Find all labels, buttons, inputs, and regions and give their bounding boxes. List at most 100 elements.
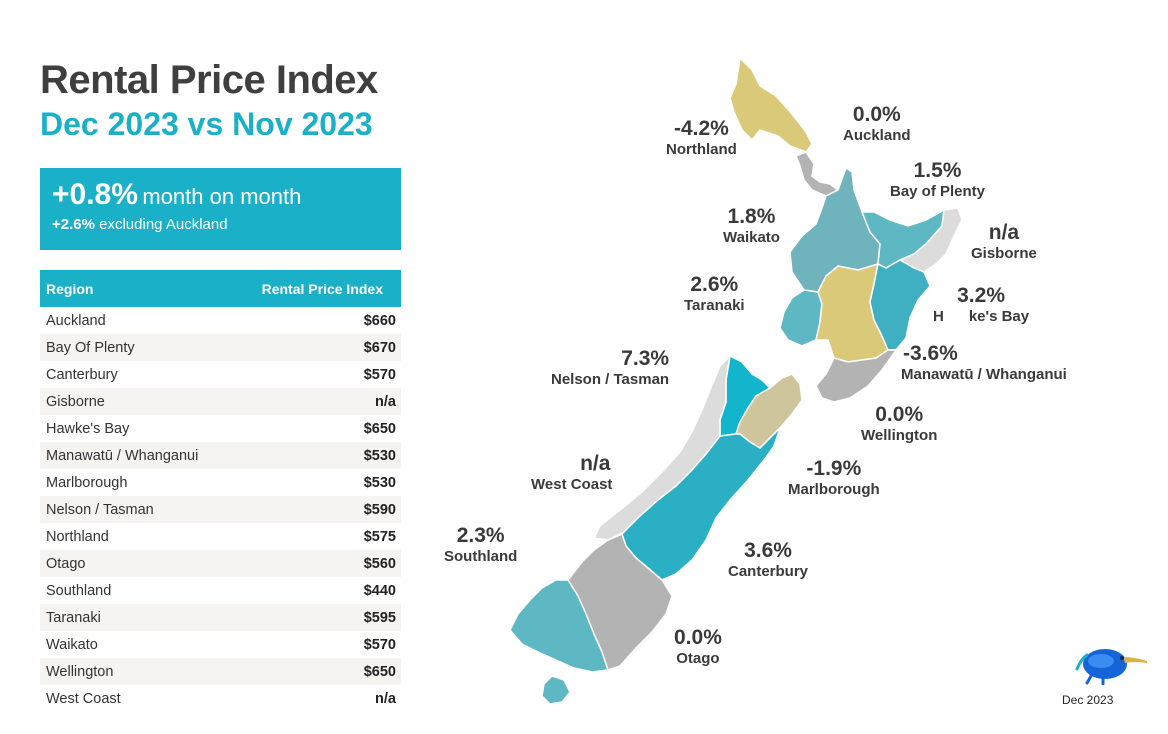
label-otago-pct: 0.0%: [674, 626, 722, 649]
label-manawatu-pct: -3.6%: [903, 342, 958, 365]
region-cell: Hawke's Bay: [46, 420, 130, 437]
headline-text: month on month: [142, 184, 302, 209]
label-wellington: 0.0% Wellington: [861, 404, 937, 443]
rental-index-table: Region Rental Price Index Auckland $660 B…: [40, 270, 401, 712]
region-taranaki[interactable]: [779, 289, 823, 347]
table-body: Auckland $660 Bay Of Plenty $670 Canterbur…: [40, 307, 401, 712]
value-cell: $570: [363, 636, 396, 653]
label-auckland: 0.0% Auckland: [843, 104, 911, 143]
table-row: Northland $575: [40, 523, 401, 550]
table-row: Bay Of Plenty $670: [40, 334, 401, 361]
region-cell: Otago: [46, 555, 86, 572]
table-row: Gisborne n/a: [40, 388, 401, 415]
label-otago: 0.0% Otago: [674, 627, 722, 666]
label-west-coast-pct: n/a: [580, 452, 611, 475]
headline-line: +0.8% month on month: [52, 178, 401, 212]
label-waikato: 1.8% Waikato: [723, 206, 780, 245]
value-cell: $440: [363, 582, 396, 599]
label-nelson-pct: 7.3%: [621, 347, 670, 370]
label-gisborne-pct: n/a: [988, 221, 1020, 244]
label-taranaki-name: Taranaki: [684, 297, 745, 314]
region-hawkes-bay[interactable]: [869, 259, 931, 351]
table-row: Otago $560: [40, 550, 401, 577]
region-auckland[interactable]: [795, 151, 840, 197]
column-header-index: Rental Price Index: [261, 280, 383, 297]
region-cell: Taranaki: [46, 609, 101, 626]
region-cell: Auckland: [46, 312, 106, 329]
region-cell: Northland: [46, 528, 109, 545]
region-cell: Waikato: [46, 636, 98, 653]
table-row: Southland $440: [40, 577, 401, 604]
label-southland-name: Southland: [444, 548, 518, 565]
label-hawkes-bay: 3.2% H ke's Bay: [933, 285, 1029, 324]
label-gisborne-name: Gisborne: [971, 245, 1037, 262]
label-wellington-name: Wellington: [861, 427, 938, 444]
region-wellington[interactable]: [815, 349, 898, 403]
region-southland[interactable]: [509, 579, 610, 673]
summary-banner: +0.8% month on month +2.6% excluding Auc…: [40, 168, 401, 250]
table-row: Manawatū / Whanganui $530: [40, 442, 401, 469]
footer-date: Dec 2023: [1062, 693, 1114, 707]
label-west-coast: n/a West Coast: [531, 453, 612, 492]
label-marlborough-pct: -1.9%: [806, 457, 862, 480]
page-title: Rental Price Index: [40, 58, 378, 102]
label-west-coast-name: West Coast: [531, 476, 613, 493]
column-header-region: Region: [46, 280, 94, 297]
headline-value: +0.8%: [52, 178, 138, 211]
value-cell: $595: [363, 609, 396, 626]
table-row: West Coast n/a: [40, 685, 401, 712]
label-northland: -4.2% Northland: [666, 118, 737, 157]
table-row: Wellington $650: [40, 658, 401, 685]
table-row: Auckland $660: [40, 307, 401, 334]
value-cell: $650: [363, 420, 396, 437]
label-gisborne: n/a Gisborne: [971, 222, 1037, 261]
region-cell: Marlborough: [46, 474, 128, 491]
label-southland: 2.3% Southland: [444, 525, 517, 564]
value-cell: n/a: [375, 690, 396, 707]
label-bay-of-plenty: 1.5% Bay of Plenty: [890, 160, 985, 199]
label-canterbury-name: Canterbury: [728, 563, 809, 580]
value-cell: $590: [363, 501, 396, 518]
table-row: Hawke's Bay $650: [40, 415, 401, 442]
value-cell: $530: [363, 447, 396, 464]
kiwi-bird-icon: [1075, 649, 1147, 685]
label-taranaki-pct: 2.6%: [690, 273, 739, 296]
region-cell: Bay Of Plenty: [46, 339, 135, 356]
stewart-island[interactable]: [541, 675, 571, 705]
page-subtitle: Dec 2023 vs Nov 2023: [40, 106, 373, 142]
region-cell: Gisborne: [46, 393, 105, 410]
label-waikato-pct: 1.8%: [727, 205, 776, 228]
nz-region-map: [509, 56, 963, 705]
region-canterbury[interactable]: [621, 427, 781, 581]
value-cell: $670: [363, 339, 396, 356]
label-marlborough-name: Marlborough: [788, 481, 880, 498]
label-wellington-pct: 0.0%: [875, 403, 924, 426]
label-marlborough: -1.9% Marlborough: [788, 458, 880, 497]
label-manawatu-name: Manawatū / Whanganui: [901, 366, 1067, 383]
region-cell: Manawatū / Whanganui: [46, 447, 199, 464]
table-row: Nelson / Tasman $590: [40, 496, 401, 523]
label-auckland-pct: 0.0%: [852, 103, 901, 126]
label-bay-of-plenty-name: Bay of Plenty: [890, 183, 986, 200]
label-southland-pct: 2.3%: [456, 524, 505, 547]
region-cell: Southland: [46, 582, 112, 599]
table-row: Canterbury $570: [40, 361, 401, 388]
region-cell: Nelson / Tasman: [46, 501, 154, 518]
table-row: Waikato $570: [40, 631, 401, 658]
value-cell: $660: [363, 312, 396, 329]
region-cell: Wellington: [46, 663, 114, 680]
region-northland[interactable]: [729, 56, 813, 153]
value-cell: $530: [363, 474, 396, 491]
value-cell: $560: [363, 555, 396, 572]
region-cell: West Coast: [46, 690, 121, 707]
table-row: Marlborough $530: [40, 469, 401, 496]
sub-line: +2.6% excluding Auckland: [52, 216, 401, 233]
label-taranaki: 2.6% Taranaki: [684, 274, 745, 313]
value-cell: $650: [363, 663, 396, 680]
label-nelson-name: Nelson / Tasman: [551, 371, 670, 388]
region-cell: Canterbury: [46, 366, 118, 383]
label-northland-pct: -4.2%: [673, 117, 729, 140]
label-hawkes-bay-name: H ke's Bay: [933, 308, 1030, 325]
sub-value: +2.6%: [52, 216, 95, 233]
sub-text: excluding Auckland: [99, 216, 228, 233]
